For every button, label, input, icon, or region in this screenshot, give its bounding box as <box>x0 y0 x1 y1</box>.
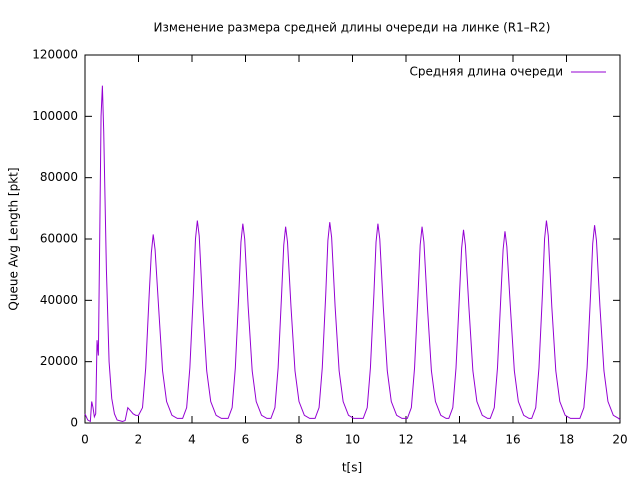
y-tick-label: 0 <box>70 416 78 430</box>
x-tick-label: 4 <box>188 433 196 447</box>
x-axis-label: t[s] <box>342 461 362 475</box>
y-axis-label: Queue Avg Length [pkt] <box>7 167 21 310</box>
x-tick-label: 6 <box>242 433 250 447</box>
y-tick-label: 60000 <box>40 232 78 246</box>
plot-frame <box>84 54 621 424</box>
x-tick-label: 2 <box>135 433 143 447</box>
chart-title: Изменение размера средней длины очереди … <box>154 21 551 35</box>
y-tick-label: 80000 <box>40 170 78 184</box>
x-tick-label: 18 <box>559 433 574 447</box>
x-tick-label: 14 <box>452 433 467 447</box>
y-tick-label: 120000 <box>32 48 78 62</box>
data-line <box>84 85 621 423</box>
y-tick-label: 100000 <box>32 109 78 123</box>
x-tick-label: 12 <box>398 433 413 447</box>
x-tick-label: 8 <box>295 433 303 447</box>
y-tick-label: 20000 <box>40 354 78 368</box>
y-tick-label: 40000 <box>40 293 78 307</box>
x-tick-label: 10 <box>345 433 360 447</box>
x-tick-label: 0 <box>81 433 89 447</box>
x-tick-label: 16 <box>505 433 520 447</box>
x-tick-label: 20 <box>612 433 627 447</box>
legend-label: Средняя длина очереди <box>410 65 563 79</box>
